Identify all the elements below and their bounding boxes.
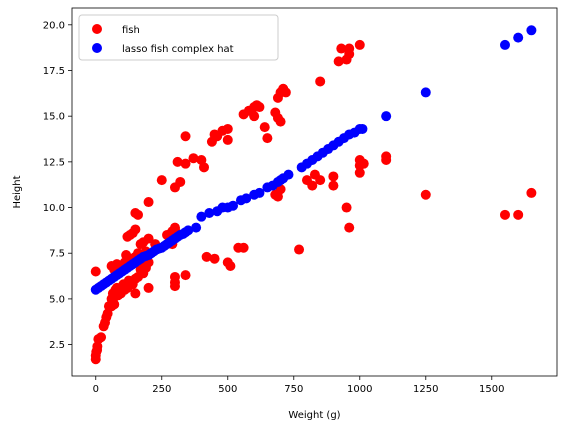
data-point-lasso-fish-complex-hat bbox=[513, 32, 524, 43]
data-point-fish bbox=[180, 131, 191, 142]
data-point-fish bbox=[143, 197, 154, 208]
data-point-fish bbox=[133, 209, 143, 220]
data-point-fish bbox=[262, 133, 273, 144]
data-point-fish bbox=[315, 175, 326, 186]
y-tick-label: 2.5 bbox=[49, 340, 65, 351]
data-point-fish bbox=[222, 123, 233, 134]
data-point-fish bbox=[526, 187, 537, 198]
data-point-lasso-fish-complex-hat bbox=[183, 225, 194, 236]
data-point-fish bbox=[254, 102, 265, 113]
x-tick-label: 1500 bbox=[479, 384, 504, 395]
x-axis-label: Weight (g) bbox=[288, 410, 340, 421]
y-tick-label: 20.0 bbox=[43, 20, 65, 31]
legend-marker-lasso-fish-complex-hat bbox=[92, 43, 102, 53]
data-point-fish bbox=[333, 56, 344, 67]
data-point-lasso-fish-complex-hat bbox=[357, 123, 368, 134]
legend-label-fish: fish bbox=[122, 25, 140, 36]
data-point-lasso-fish-complex-hat bbox=[254, 187, 265, 198]
legend: fish lasso fish complex hat bbox=[78, 14, 279, 61]
data-point-lasso-fish-complex-hat bbox=[283, 169, 294, 180]
data-point-fish bbox=[344, 222, 355, 233]
data-point-fish bbox=[156, 175, 167, 186]
y-tick-label: 15.0 bbox=[43, 112, 65, 123]
data-point-fish bbox=[169, 222, 180, 233]
y-tick-label: 10.0 bbox=[43, 203, 65, 214]
data-point-fish bbox=[130, 224, 141, 235]
data-point-fish bbox=[358, 158, 369, 169]
data-point-fish bbox=[188, 153, 199, 164]
data-point-lasso-fish-complex-hat bbox=[191, 222, 202, 233]
data-point-fish bbox=[513, 209, 524, 220]
data-point-fish bbox=[341, 202, 352, 213]
data-point-fish bbox=[96, 332, 107, 343]
data-point-fish bbox=[420, 189, 431, 200]
data-point-fish bbox=[249, 111, 260, 122]
legend-box bbox=[78, 14, 279, 61]
data-point-fish bbox=[307, 180, 318, 191]
y-tick-label: 17.5 bbox=[43, 66, 65, 77]
data-point-fish bbox=[199, 162, 210, 173]
data-point-lasso-fish-complex-hat bbox=[196, 211, 207, 222]
data-point-fish bbox=[143, 282, 154, 293]
y-tick-label: 5.0 bbox=[49, 294, 65, 305]
data-point-fish bbox=[209, 253, 220, 264]
data-point-fish bbox=[336, 43, 347, 54]
data-point-fish bbox=[280, 87, 291, 98]
data-point-fish bbox=[315, 76, 326, 87]
data-point-fish bbox=[381, 151, 392, 162]
data-point-fish bbox=[201, 251, 212, 262]
x-tick-label: 1000 bbox=[347, 384, 372, 395]
data-point-fish bbox=[169, 281, 180, 292]
x-tick-label: 500 bbox=[218, 384, 237, 395]
data-point-fish bbox=[328, 180, 339, 191]
y-axis: 2.5 5.0 7.5 10.0 12.5 15.0 17.5 20.0 bbox=[43, 20, 72, 351]
data-points bbox=[90, 25, 537, 365]
legend-marker-fish bbox=[92, 24, 102, 34]
x-tick-label: 0 bbox=[93, 384, 99, 395]
data-point-fish bbox=[92, 341, 103, 352]
data-point-fish bbox=[180, 158, 191, 169]
x-tick-label: 1250 bbox=[413, 384, 438, 395]
y-axis-label: Height bbox=[12, 175, 23, 208]
data-point-lasso-fish-complex-hat bbox=[228, 200, 239, 211]
data-point-fish bbox=[354, 167, 365, 178]
y-tick-label: 12.5 bbox=[43, 157, 65, 168]
x-axis: 0 250 500 750 1000 1250 1500 bbox=[93, 376, 505, 395]
data-point-lasso-fish-complex-hat bbox=[526, 25, 537, 36]
data-point-fish bbox=[180, 270, 191, 281]
data-point-fish bbox=[225, 261, 236, 271]
plot-area bbox=[71, 7, 558, 377]
data-point-fish bbox=[90, 266, 101, 277]
legend-label-lasso-fish-complex-hat: lasso fish complex hat bbox=[122, 44, 234, 55]
data-point-fish bbox=[328, 171, 339, 182]
data-point-fish bbox=[222, 134, 233, 145]
data-point-lasso-fish-complex-hat bbox=[420, 87, 431, 98]
data-point-lasso-fish-complex-hat bbox=[381, 111, 392, 122]
data-point-fish bbox=[344, 43, 355, 54]
y-tick-label: 7.5 bbox=[49, 249, 65, 260]
data-point-fish bbox=[499, 209, 510, 220]
data-point-fish bbox=[143, 233, 154, 244]
data-point-fish bbox=[175, 176, 186, 187]
data-point-lasso-fish-complex-hat bbox=[204, 208, 215, 219]
data-point-fish bbox=[259, 122, 270, 133]
x-tick-label: 250 bbox=[152, 384, 171, 395]
data-point-lasso-fish-complex-hat bbox=[241, 193, 252, 204]
data-point-fish bbox=[294, 244, 305, 255]
data-point-lasso-fish-complex-hat bbox=[499, 39, 510, 50]
data-point-fish bbox=[354, 39, 365, 50]
x-tick-label: 750 bbox=[284, 384, 303, 395]
data-point-fish bbox=[130, 288, 141, 299]
data-point-fish bbox=[275, 116, 286, 127]
data-point-fish bbox=[238, 242, 249, 253]
data-point-fish bbox=[172, 156, 183, 167]
